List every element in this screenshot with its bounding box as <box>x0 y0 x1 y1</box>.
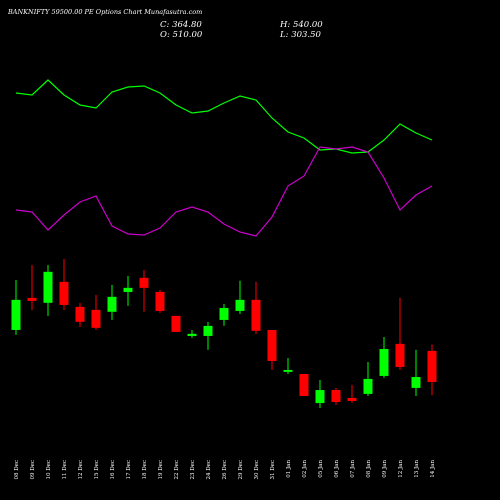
candle-body <box>331 390 341 403</box>
candle-body <box>427 350 437 382</box>
info-high: H: 540.00 <box>279 20 323 30</box>
candle-body <box>123 287 133 292</box>
x-tick-label: 01 Jan <box>286 460 292 478</box>
x-tick-label: 07 Jan <box>350 460 356 478</box>
candle-body <box>315 390 325 404</box>
x-tick-label: 02 Jan <box>302 460 308 478</box>
candle-body <box>11 299 21 330</box>
x-tick-label: 13 Jan <box>414 460 420 478</box>
x-tick-label: 12 Dec <box>78 460 84 480</box>
x-tick-label: 09 Jan <box>382 460 388 478</box>
x-tick-label: 18 Dec <box>142 460 148 480</box>
candle-body <box>411 377 421 388</box>
candle-body <box>107 296 117 312</box>
x-tick-label: 24 Dec <box>206 460 212 480</box>
indicator-line <box>15 146 433 237</box>
candle-body <box>155 291 165 311</box>
candle-body <box>171 315 181 332</box>
candle-body <box>59 281 69 305</box>
candle-body <box>75 306 85 322</box>
candle-body <box>235 299 245 311</box>
x-tick-label: 12 Jan <box>398 460 404 478</box>
x-tick-label: 29 Dec <box>238 460 244 480</box>
candle-body <box>203 325 213 336</box>
x-tick-label: 09 Dec <box>30 460 36 480</box>
x-tick-label: 14 Jan <box>430 460 436 478</box>
info-low: L: 303.50 <box>279 30 322 40</box>
candle-body <box>299 374 309 397</box>
x-tick-label: 30 Dec <box>254 460 260 480</box>
x-tick-label: 10 Dec <box>46 460 52 480</box>
x-tick-label: 06 Jan <box>334 460 340 478</box>
candle-body <box>347 397 357 401</box>
x-tick-label: 26 Dec <box>222 460 228 480</box>
x-tick-label: 08 Jan <box>366 460 372 478</box>
x-tick-label: 08 Dec <box>14 460 20 480</box>
x-tick-label: 31 Dec <box>270 460 276 480</box>
info-open: O: 510.00 <box>160 30 203 40</box>
x-tick-label: 05 Jan <box>318 460 324 478</box>
candle-body <box>379 348 389 376</box>
candle-body <box>363 378 373 394</box>
x-tick-label: 15 Dec <box>94 460 100 480</box>
x-tick-label: 22 Dec <box>174 460 180 480</box>
candle-body <box>187 333 197 336</box>
x-tick-label: 16 Dec <box>110 460 116 480</box>
info-close: C: 364.80 <box>160 20 202 30</box>
candle-body <box>267 329 277 361</box>
candle-body <box>43 271 53 303</box>
indicator-line <box>15 79 433 154</box>
candle-body <box>139 277 149 288</box>
candle-body <box>251 299 261 331</box>
chart-title: BANKNIFTY 59500.00 PE Options Chart Muna… <box>7 8 202 16</box>
x-tick-label: 19 Dec <box>158 460 164 480</box>
candle-body <box>283 369 293 372</box>
candle-body <box>27 297 37 301</box>
x-tick-label: 17 Dec <box>126 460 132 480</box>
candle-body <box>219 307 229 320</box>
candle-body <box>395 343 405 367</box>
x-tick-label: 23 Dec <box>190 460 196 480</box>
x-tick-label: 11 Dec <box>62 460 68 480</box>
candle-body <box>91 309 101 328</box>
